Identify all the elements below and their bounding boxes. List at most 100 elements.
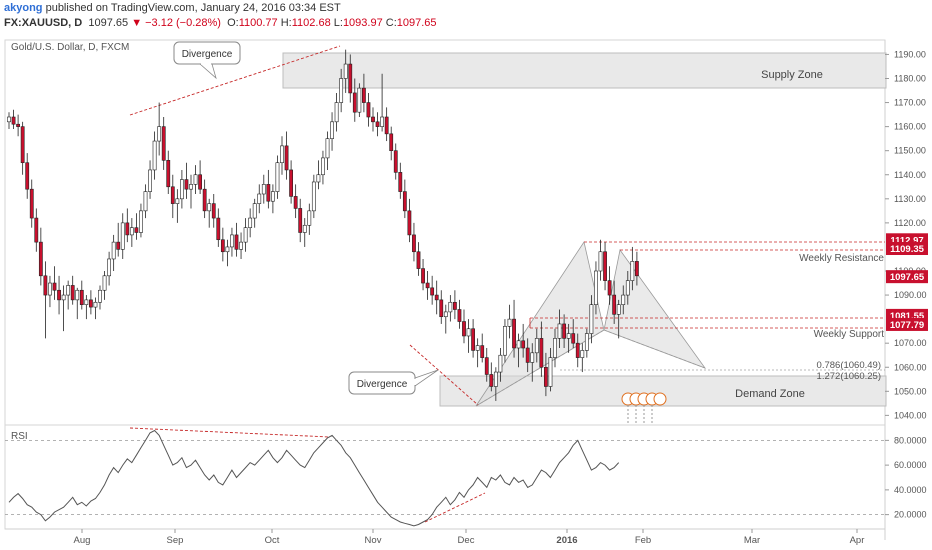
candle-up [66,285,71,296]
candle-up [193,174,198,185]
last-price: 1097.65 [88,17,129,29]
candle-down [571,333,576,344]
candle-down [348,63,353,94]
candle-up [475,345,480,351]
candle-down [393,150,398,173]
open-label: O: [227,17,239,29]
rsi-tick-label: 80.0000 [894,435,927,445]
time-axis-labels: Aug Sep Oct Nov Dec 2016 Feb Mar Apr [74,529,864,546]
candle-down [484,357,489,375]
event-markers[interactable] [621,392,667,425]
candle-down [25,162,30,190]
candle-up [557,323,562,339]
rsi-divergence-line-top[interactable] [129,427,331,438]
candle-up [339,78,344,103]
author-name[interactable]: akyong [4,2,43,14]
close-value: 1097.65 [396,17,437,29]
candle-down [539,338,544,368]
supply-zone[interactable] [282,52,887,89]
time-tick-label: Mar [744,535,760,546]
rsi-line[interactable] [8,429,620,527]
candle-down [161,126,166,161]
candle-up [334,102,339,123]
candle-down [34,217,39,243]
candle-up [102,275,107,291]
candle-up [239,241,243,250]
candle-down [575,342,580,358]
candle-up [75,289,80,301]
candle-up [311,181,316,212]
candle-down [289,169,294,197]
time-tick-label: Aug [74,535,91,546]
candle-down [439,299,444,318]
candle-up [84,299,89,305]
candle-down [202,188,207,212]
candle-up [380,116,385,127]
candle-up [498,354,503,373]
candle-up [598,251,603,272]
rsi-tick-label: 20.0000 [894,510,927,520]
price-badge [886,242,928,256]
candle-down [371,116,375,123]
symbol-ohlc-bar: FX:XAUUSD, D 1097.65 ▼ −3.12 (−0.28%) O:… [4,17,437,29]
weekly-support-label: Weekly Support [814,329,885,340]
harmonic-bcd-triangle[interactable] [603,249,707,369]
candle-up [139,210,143,233]
candle-up [7,116,11,123]
fib-786-label: 0.786(1060.49) [817,360,881,371]
candle-down [79,289,84,305]
time-tick-label: 2016 [556,535,577,546]
candle-down [634,261,639,277]
price-badge-text: 1109.35 [890,244,925,255]
candle-down [352,92,357,113]
rsi-divergence-line-bottom[interactable] [424,492,486,523]
candle-down [407,210,412,236]
candle-down [366,102,371,118]
price-badge-text: 1112.97 [890,235,923,246]
chart-canvas[interactable]: Gold/U.S. Dollar, D, FXCM Supply Zone De… [0,33,932,550]
candle-up [594,270,598,305]
candle-up [275,162,280,192]
candle-down [603,251,607,281]
high-label: H: [280,17,292,29]
divergence-callout-top[interactable]: Divergence [173,41,241,80]
candle-up [616,304,621,315]
open-value: 1100.77 [238,17,278,29]
candle-down [166,160,171,188]
candle-up [630,261,635,281]
candle-up [516,340,521,349]
candle-down [125,222,130,236]
candle-up [252,203,257,219]
candle-down [38,241,43,277]
candle-down [52,282,57,291]
price-badge-text: 1097.65 [890,272,925,283]
candle-down [29,188,34,219]
price-divergence-line-top[interactable] [129,45,341,116]
candle-up [48,282,52,296]
price-tick-label: 1150.00 [894,146,926,156]
price-tick-label: 1060.00 [894,362,927,372]
candle-down [543,366,548,387]
price-tick-label: 1070.00 [894,338,927,348]
divergence-callout-bottom[interactable]: Divergence [348,369,439,395]
candle-down [20,126,25,164]
candle-up [61,294,66,301]
candle-down [462,321,466,337]
candle-up [307,210,312,226]
candle-down [170,186,175,204]
candle-up [120,222,125,250]
demand-zone-label: Demand Zone [735,388,805,400]
candle-down [452,301,457,310]
fib-1272-label: 1.272(1060.25) [817,371,881,382]
candle-up [257,193,262,204]
candle-down [384,116,389,135]
price-divergence-line-bottom[interactable] [409,344,479,406]
candle-down [480,345,485,358]
candle-up [207,203,212,212]
candle-up [157,126,162,142]
low-value: 1093.97 [342,17,383,29]
candle-up [148,169,152,192]
candle-down [525,347,530,363]
price-tick-label: 1120.00 [894,218,926,228]
